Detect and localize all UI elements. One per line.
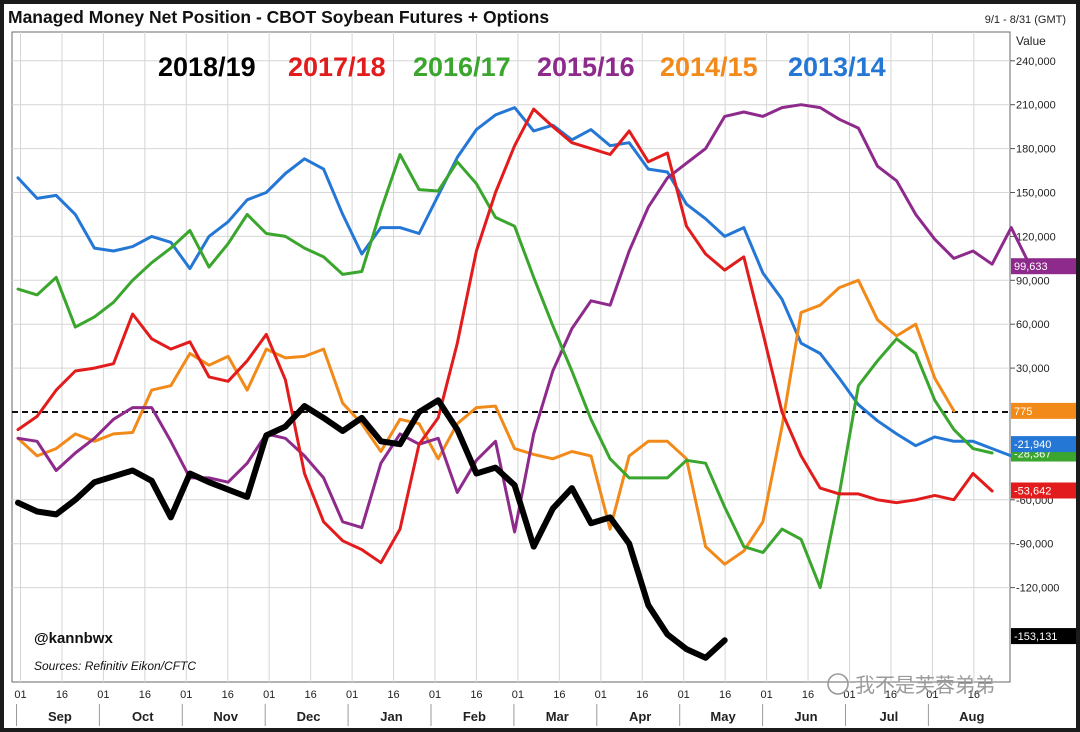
- x-tick-label: 01: [429, 689, 441, 701]
- x-month-label: Oct: [132, 709, 154, 724]
- series-line-2017-18: [16, 107, 994, 565]
- y-tick-label: 30,000: [1016, 363, 1050, 375]
- x-tick-label: 01: [346, 689, 358, 701]
- x-tick-label: 16: [56, 689, 68, 701]
- x-tick-label: 16: [885, 689, 897, 701]
- x-tick-label: 01: [14, 689, 26, 701]
- x-month-label: May: [710, 709, 736, 724]
- wechat-watermark-text: 我不是芙蓉弟弟: [855, 673, 995, 697]
- source-note: Sources: Refinitiv Eikon/CFTC: [34, 659, 196, 673]
- x-tick-label: 01: [843, 689, 855, 701]
- x-tick-label: 16: [387, 689, 399, 701]
- y-tick-label: 240,000: [1016, 56, 1056, 68]
- watermark-handle: @kannbwx: [34, 630, 113, 647]
- x-month-label: Feb: [463, 709, 486, 724]
- series-line-2018-19: [15, 397, 728, 661]
- x-tick-label: 01: [678, 689, 690, 701]
- x-month-label: Apr: [629, 709, 651, 724]
- legend-label: 2016/17: [413, 52, 511, 82]
- x-tick-label: 01: [926, 689, 938, 701]
- x-month-label: Sep: [48, 709, 72, 724]
- legend-label: 2013/14: [788, 52, 886, 82]
- date-range: 9/1 - 8/31 (GMT): [985, 14, 1066, 26]
- x-month-label: Dec: [297, 709, 321, 724]
- y-tick-label: 150,000: [1016, 188, 1056, 200]
- x-tick-label: 16: [802, 689, 814, 701]
- x-tick-label: 01: [263, 689, 275, 701]
- last-value-box: [1011, 402, 1077, 419]
- x-tick-label: 01: [760, 689, 772, 701]
- x-tick-label: 16: [470, 689, 482, 701]
- last-value-text: -153,131: [1014, 631, 1057, 643]
- wechat-icon: [827, 673, 849, 695]
- x-month-label: Nov: [213, 709, 238, 724]
- x-tick-label: 16: [305, 689, 317, 701]
- last-value-text: -21,940: [1014, 439, 1051, 451]
- plot-area: [11, 31, 1011, 683]
- x-tick-label: 01: [512, 689, 524, 701]
- last-value-text: -53,642: [1014, 485, 1051, 497]
- x-tick-label: 16: [222, 689, 234, 701]
- last-value-box: [1011, 628, 1077, 645]
- y-tick-label: 210,000: [1016, 100, 1056, 112]
- series-line-2014-15: [16, 278, 956, 566]
- x-tick-label: 16: [719, 689, 731, 701]
- series-layer: [15, 103, 1032, 661]
- legend-label: 2017/18: [288, 52, 386, 82]
- last-value-box: [1011, 258, 1077, 275]
- y-tick-label: -120,000: [1016, 583, 1059, 595]
- legend-label: 2018/19: [158, 52, 256, 82]
- chart-title: Managed Money Net Position - CBOT Soybea…: [8, 7, 549, 27]
- x-month-label: Mar: [546, 709, 569, 724]
- legend: 2018/19 2017/18 2016/17 2015/16 2014/15 2013/…: [158, 52, 886, 82]
- last-value-box: [1011, 482, 1077, 499]
- y-tick-label: 60,000: [1016, 319, 1050, 331]
- x-tick-label: 01: [97, 689, 109, 701]
- x-tick-label: 16: [968, 689, 980, 701]
- x-month-label: Jun: [794, 709, 817, 724]
- y-tick-label: -90,000: [1016, 539, 1053, 551]
- x-month-label: Aug: [959, 709, 984, 724]
- x-month-label: Jul: [879, 709, 898, 724]
- y-tick-label: 180,000: [1016, 144, 1056, 156]
- series-line-2015-16: [16, 103, 1032, 534]
- y-axis: 240,000 210,000 180,000 150,000 120,000 90,00…: [1010, 56, 1059, 595]
- last-value-text: 99,633: [1014, 261, 1048, 273]
- legend-label: 2015/16: [537, 52, 635, 82]
- wechat-watermark: 我不是芙蓉弟弟: [827, 673, 995, 697]
- y-tick-label: 120,000: [1016, 231, 1056, 243]
- series-line-2016-17: [16, 153, 994, 590]
- x-tick-label: 16: [553, 689, 565, 701]
- x-tick-label: 01: [180, 689, 192, 701]
- value-axis-label: Value: [1016, 34, 1046, 48]
- legend-label: 2014/15: [660, 52, 758, 82]
- last-value-text: 775: [1014, 406, 1032, 418]
- x-axis: 01 16 01 16 01 16 01 16 01 16 01 16 01 16 01 16 01 16 01 16…: [14, 689, 984, 726]
- x-tick-label: 16: [636, 689, 648, 701]
- y-tick-label: 90,000: [1016, 275, 1050, 287]
- x-month-label: Jan: [380, 709, 402, 724]
- x-tick-label: 16: [139, 689, 151, 701]
- series-line-2013-14: [16, 106, 1013, 458]
- x-tick-label: 01: [595, 689, 607, 701]
- last-value-box: [1011, 436, 1077, 453]
